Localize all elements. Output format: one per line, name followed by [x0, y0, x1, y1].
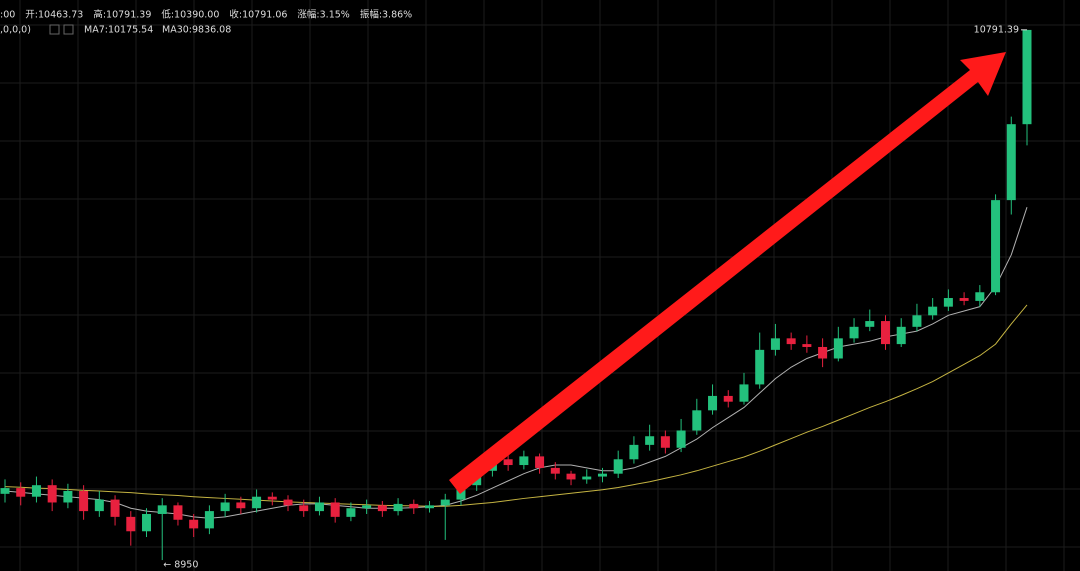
candle-body [802, 344, 812, 347]
candle-body [236, 502, 246, 509]
header-item: 振幅:3.86% [360, 9, 412, 21]
candle-body [723, 395, 733, 402]
candle-body [31, 485, 41, 497]
candle-body [818, 346, 828, 359]
indicator-params: ,0,0,0) [0, 25, 31, 36]
candle-body [770, 338, 780, 350]
candle-body [267, 496, 277, 500]
candle-body [330, 502, 340, 517]
candle-body [566, 473, 576, 480]
candle-body [519, 456, 529, 466]
candle-body [928, 306, 938, 316]
header-item: 低:10390.00 [161, 9, 219, 21]
candle-body [755, 349, 765, 385]
candle-body [786, 338, 796, 345]
icon-close[interactable] [63, 24, 74, 35]
candle-body [220, 502, 230, 512]
candle-body [739, 384, 749, 402]
candle-body [660, 436, 670, 448]
candle-body [377, 505, 387, 512]
candle-body [582, 476, 592, 480]
candle-body [1022, 29, 1032, 125]
candle-body [440, 499, 450, 506]
candle-body [204, 511, 214, 529]
icon-settings[interactable] [49, 24, 60, 35]
candle-body [833, 338, 843, 359]
header-item: 3.15% [320, 10, 350, 21]
candle-body [708, 395, 718, 411]
candle-body [692, 410, 702, 431]
candle-body [849, 326, 859, 339]
candle-body [16, 488, 26, 497]
max-label: 10791.39 [974, 24, 1019, 35]
candle-body [959, 298, 969, 301]
header-item: 开:10463.73 [25, 10, 83, 21]
candle-body [110, 499, 120, 517]
candle-body [425, 505, 435, 509]
header-line1: :00 开:10463.73 高:10791.39 低:10390.00 收:10791… [0, 9, 412, 21]
ma-line [4, 304, 1028, 507]
candle-body [299, 505, 309, 512]
candle-body [676, 430, 686, 448]
candle-body [880, 321, 890, 345]
header-item: :00 [0, 10, 15, 21]
candle-body [393, 503, 403, 512]
candle-body [47, 485, 57, 503]
candle-body [535, 456, 545, 468]
candle-body [362, 505, 372, 509]
candle-body [943, 298, 953, 307]
header-item: 收:10791.06 [229, 9, 287, 21]
ma30-legend: MA30:9836.08 [162, 25, 231, 36]
candle-body [550, 467, 560, 474]
candle-body [613, 459, 623, 474]
candle-body [157, 505, 167, 514]
min-label: ← 8950 [163, 560, 198, 571]
candle-body [912, 315, 922, 327]
red-arrow [449, 52, 1006, 494]
candle-body [409, 503, 419, 509]
candle-body [0, 488, 10, 494]
ma-line [4, 207, 1028, 519]
candle-body [79, 490, 89, 512]
candle-body [1006, 124, 1016, 201]
candle-body [142, 513, 152, 532]
candle-body [645, 436, 655, 445]
ma7-legend: MA7:10175.54 [84, 25, 153, 36]
candle-body [126, 516, 136, 532]
candle-body [283, 499, 293, 506]
candle-body [63, 490, 73, 503]
candle-body [314, 502, 324, 512]
candle-body [252, 496, 262, 509]
candle-body [991, 200, 1001, 293]
candle-body [975, 292, 985, 301]
candle-body [865, 321, 875, 327]
header-item: 涨幅: [297, 9, 319, 21]
candle-body [597, 473, 607, 477]
candle-body [189, 519, 199, 529]
candle-body [503, 459, 513, 466]
candle-body [896, 326, 906, 345]
plot [0, 29, 1032, 561]
candle-body [629, 444, 639, 460]
candle-body [94, 499, 104, 512]
header-item: 高:10791.39 [93, 9, 151, 21]
candle-body [346, 508, 356, 517]
candle-body [173, 505, 183, 520]
